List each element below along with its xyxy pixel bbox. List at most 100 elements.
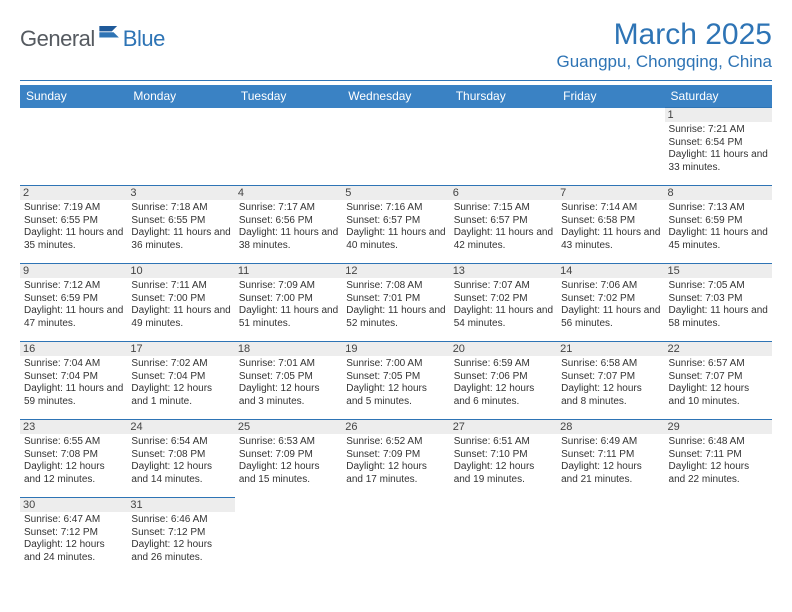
daylight-line: Daylight: 12 hours and 24 minutes. — [24, 539, 123, 564]
day-number: 7 — [557, 186, 664, 200]
logo-text-blue: Blue — [123, 26, 165, 52]
daylight-line: Daylight: 11 hours and 45 minutes. — [669, 227, 768, 252]
sunrise-line: Sunrise: 7:21 AM — [669, 124, 768, 137]
sunrise-line: Sunrise: 6:55 AM — [24, 436, 123, 449]
day-number: 27 — [450, 420, 557, 434]
day-number: 12 — [342, 264, 449, 278]
day-number: 15 — [665, 264, 772, 278]
day-number: 5 — [342, 186, 449, 200]
sunrise-line: Sunrise: 7:06 AM — [561, 280, 660, 293]
daylight-line: Daylight: 12 hours and 10 minutes. — [669, 383, 768, 408]
sunrise-line: Sunrise: 6:48 AM — [669, 436, 768, 449]
sunset-line: Sunset: 7:09 PM — [239, 449, 338, 462]
weekday-header: Friday — [557, 85, 664, 108]
day-number: 10 — [127, 264, 234, 278]
sunrise-line: Sunrise: 7:02 AM — [131, 358, 230, 371]
sunrise-line: Sunrise: 7:04 AM — [24, 358, 123, 371]
calendar-row: 1Sunrise: 7:21 AMSunset: 6:54 PMDaylight… — [20, 108, 772, 186]
calendar-cell: 13Sunrise: 7:07 AMSunset: 7:02 PMDayligh… — [450, 264, 557, 342]
sunrise-line: Sunrise: 7:14 AM — [561, 202, 660, 215]
calendar-cell: 1Sunrise: 7:21 AMSunset: 6:54 PMDaylight… — [665, 108, 772, 186]
calendar-row: 16Sunrise: 7:04 AMSunset: 7:04 PMDayligh… — [20, 342, 772, 420]
sunrise-line: Sunrise: 6:47 AM — [24, 514, 123, 527]
daylight-line: Daylight: 11 hours and 35 minutes. — [24, 227, 123, 252]
calendar-cell: 15Sunrise: 7:05 AMSunset: 7:03 PMDayligh… — [665, 264, 772, 342]
calendar-row: 2Sunrise: 7:19 AMSunset: 6:55 PMDaylight… — [20, 186, 772, 264]
calendar-cell — [235, 498, 342, 576]
sunset-line: Sunset: 7:00 PM — [131, 293, 230, 306]
daylight-line: Daylight: 12 hours and 3 minutes. — [239, 383, 338, 408]
calendar-cell: 19Sunrise: 7:00 AMSunset: 7:05 PMDayligh… — [342, 342, 449, 420]
daylight-line: Daylight: 12 hours and 6 minutes. — [454, 383, 553, 408]
sunset-line: Sunset: 7:04 PM — [24, 371, 123, 384]
calendar-cell: 27Sunrise: 6:51 AMSunset: 7:10 PMDayligh… — [450, 420, 557, 498]
sunrise-line: Sunrise: 7:13 AM — [669, 202, 768, 215]
calendar-cell — [342, 498, 449, 576]
sunset-line: Sunset: 7:08 PM — [24, 449, 123, 462]
sunset-line: Sunset: 7:00 PM — [239, 293, 338, 306]
sunset-line: Sunset: 7:12 PM — [24, 527, 123, 540]
daylight-line: Daylight: 11 hours and 52 minutes. — [346, 305, 445, 330]
sunset-line: Sunset: 7:01 PM — [346, 293, 445, 306]
sunrise-line: Sunrise: 7:05 AM — [669, 280, 768, 293]
daylight-line: Daylight: 12 hours and 21 minutes. — [561, 461, 660, 486]
sunrise-line: Sunrise: 7:09 AM — [239, 280, 338, 293]
sunset-line: Sunset: 6:59 PM — [24, 293, 123, 306]
sunrise-line: Sunrise: 7:17 AM — [239, 202, 338, 215]
day-number: 17 — [127, 342, 234, 356]
day-number: 2 — [20, 186, 127, 200]
day-number: 11 — [235, 264, 342, 278]
day-number: 13 — [450, 264, 557, 278]
logo: General Blue — [20, 26, 165, 52]
daylight-line: Daylight: 11 hours and 59 minutes. — [24, 383, 123, 408]
calendar-head: SundayMondayTuesdayWednesdayThursdayFrid… — [20, 85, 772, 108]
sunrise-line: Sunrise: 7:00 AM — [346, 358, 445, 371]
day-number: 30 — [20, 498, 127, 512]
sunset-line: Sunset: 6:58 PM — [561, 215, 660, 228]
calendar-row: 23 Sunrise: 6:55 AMSunset: 7:08 PM Dayligh… — [20, 420, 772, 498]
day-number: 19 — [342, 342, 449, 356]
calendar-cell: 4Sunrise: 7:17 AMSunset: 6:56 PMDaylight… — [235, 186, 342, 264]
calendar-cell — [20, 108, 127, 186]
calendar-cell: 8Sunrise: 7:13 AMSunset: 6:59 PMDaylight… — [665, 186, 772, 264]
sunrise-line: Sunrise: 7:15 AM — [454, 202, 553, 215]
calendar-cell: 9Sunrise: 7:12 AMSunset: 6:59 PMDaylight… — [20, 264, 127, 342]
calendar-row: 9Sunrise: 7:12 AMSunset: 6:59 PMDaylight… — [20, 264, 772, 342]
daylight-line: Daylight: 11 hours and 54 minutes. — [454, 305, 553, 330]
day-number: 20 — [450, 342, 557, 356]
weekday-header: Tuesday — [235, 85, 342, 108]
sunrise-line: Sunrise: 6:46 AM — [131, 514, 230, 527]
calendar-cell: 11Sunrise: 7:09 AMSunset: 7:00 PMDayligh… — [235, 264, 342, 342]
daylight-line: Daylight: 12 hours and 22 minutes. — [669, 461, 768, 486]
daylight-line: Daylight: 11 hours and 43 minutes. — [561, 227, 660, 252]
daylight-line: Daylight: 12 hours and 8 minutes. — [561, 383, 660, 408]
sunset-line: Sunset: 6:55 PM — [24, 215, 123, 228]
calendar-cell: 31Sunrise: 6:46 AMSunset: 7:12 PMDayligh… — [127, 498, 234, 576]
daylight-line: Daylight: 12 hours and 15 minutes. — [239, 461, 338, 486]
daylight-line: Daylight: 11 hours and 47 minutes. — [24, 305, 123, 330]
sunrise-line: Sunrise: 6:53 AM — [239, 436, 338, 449]
calendar-cell: 14Sunrise: 7:06 AMSunset: 7:02 PMDayligh… — [557, 264, 664, 342]
calendar-cell — [342, 108, 449, 186]
calendar-cell: 28Sunrise: 6:49 AMSunset: 7:11 PMDayligh… — [557, 420, 664, 498]
daylight-line: Daylight: 11 hours and 40 minutes. — [346, 227, 445, 252]
sunset-line: Sunset: 6:56 PM — [239, 215, 338, 228]
day-number: 1 — [665, 108, 772, 122]
weekday-header: Saturday — [665, 85, 772, 108]
day-number: 23 — [20, 420, 127, 434]
sunset-line: Sunset: 7:12 PM — [131, 527, 230, 540]
sunset-line: Sunset: 7:07 PM — [669, 371, 768, 384]
day-number: 9 — [20, 264, 127, 278]
daylight-line: Daylight: 11 hours and 56 minutes. — [561, 305, 660, 330]
weekday-header: Thursday — [450, 85, 557, 108]
weekday-header: Monday — [127, 85, 234, 108]
separator — [20, 80, 772, 81]
day-number: 21 — [557, 342, 664, 356]
calendar-cell: 24Sunrise: 6:54 AMSunset: 7:08 PMDayligh… — [127, 420, 234, 498]
calendar-cell: 22Sunrise: 6:57 AMSunset: 7:07 PMDayligh… — [665, 342, 772, 420]
calendar-table: SundayMondayTuesdayWednesdayThursdayFrid… — [20, 85, 772, 576]
day-number: 26 — [342, 420, 449, 434]
daylight-line: Daylight: 12 hours and 17 minutes. — [346, 461, 445, 486]
sunrise-line: Sunrise: 7:01 AM — [239, 358, 338, 371]
sunset-line: Sunset: 6:54 PM — [669, 137, 768, 150]
